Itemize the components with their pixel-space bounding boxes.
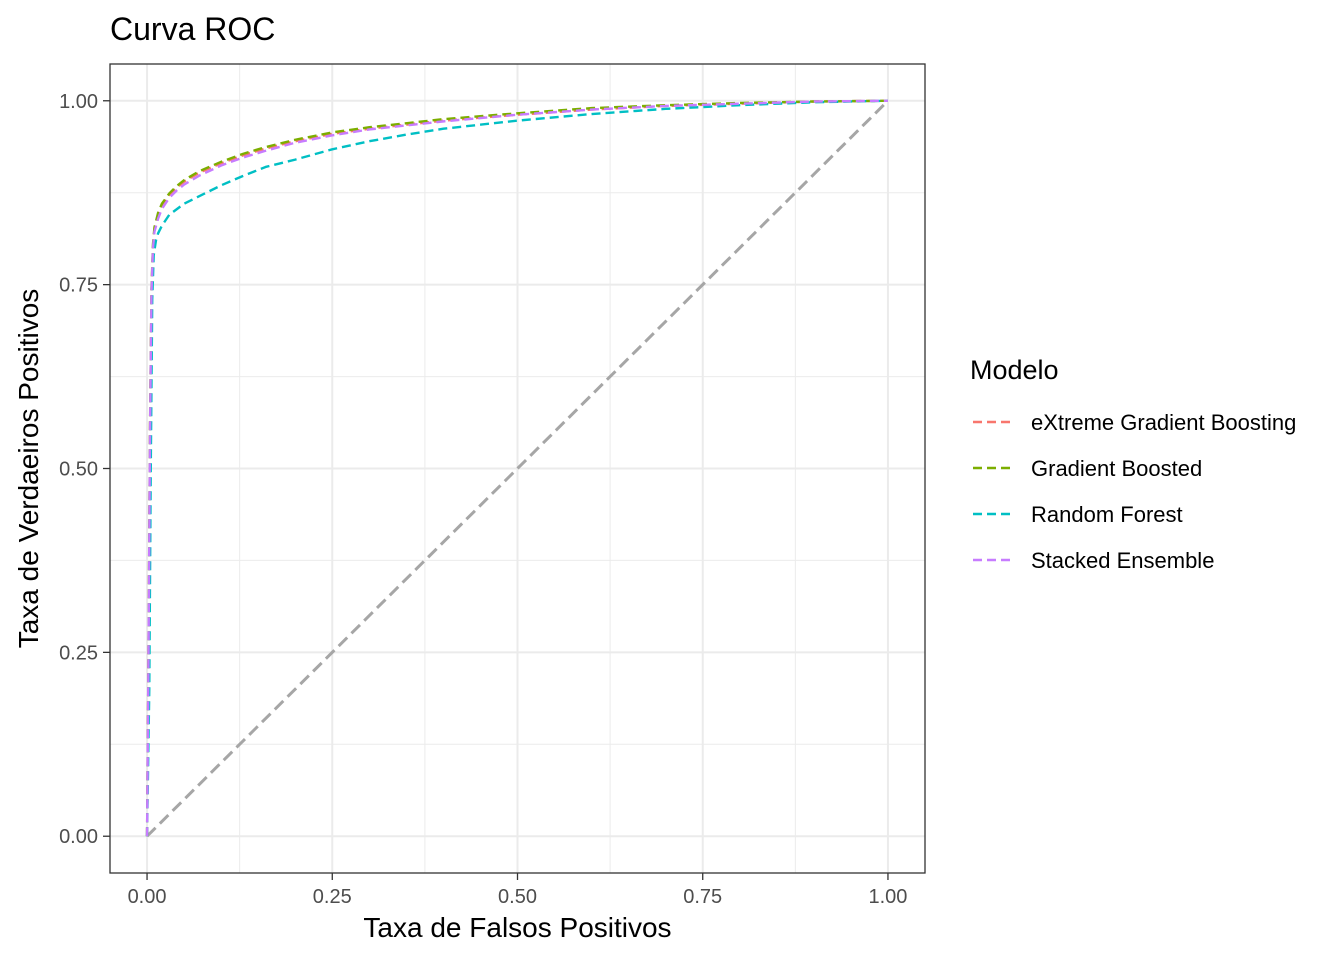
chart-title: Curva ROC bbox=[110, 11, 275, 47]
x-tick-label: 0.25 bbox=[313, 886, 352, 908]
x-tick-label: 0.75 bbox=[683, 886, 722, 908]
y-tick-label: 0.50 bbox=[59, 459, 98, 481]
y-tick-label: 1.00 bbox=[59, 91, 98, 113]
y-axis-ticks: 0.00 0.25 0.50 0.75 1.00 bbox=[59, 91, 110, 848]
diagonal-reference-line bbox=[145, 99, 890, 838]
y-tick-label: 0.00 bbox=[59, 826, 98, 848]
y-tick-label: 0.25 bbox=[59, 642, 98, 664]
x-axis-ticks: 0.00 0.25 0.50 0.75 1.00 bbox=[128, 873, 907, 908]
legend-label-4: Stacked Ensemble bbox=[1031, 548, 1214, 573]
x-tick-label: 0.00 bbox=[128, 886, 167, 908]
y-axis-title: Taxa de Verdaeiros Positivos bbox=[13, 289, 44, 649]
roc-curves bbox=[145, 99, 888, 837]
legend: Modelo eXtreme Gradient Boosting Gradient… bbox=[970, 355, 1296, 573]
legend-label-2: Gradient Boosted bbox=[1031, 456, 1202, 481]
major-gridlines bbox=[110, 64, 925, 873]
legend-title: Modelo bbox=[970, 355, 1059, 385]
y-tick-label: 0.75 bbox=[59, 275, 98, 297]
legend-label-3: Random Forest bbox=[1031, 502, 1183, 527]
x-axis-title: Taxa de Falsos Positivos bbox=[363, 912, 671, 943]
legend-label-1: eXtreme Gradient Boosting bbox=[1031, 410, 1296, 435]
series-line-4 bbox=[145, 99, 888, 837]
reference-line bbox=[145, 99, 890, 838]
x-tick-label: 0.50 bbox=[498, 886, 537, 908]
x-tick-label: 1.00 bbox=[868, 886, 907, 908]
